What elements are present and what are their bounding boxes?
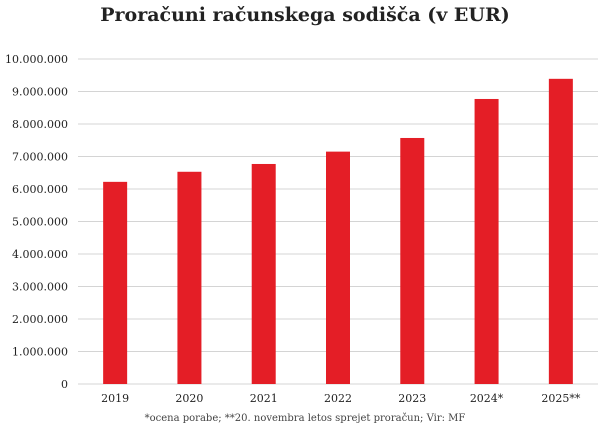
x-tick-label: 2022 <box>324 392 352 405</box>
bar-2025 <box>548 78 573 384</box>
bar-2023 <box>400 137 425 384</box>
chart-title: Proračuni računskega sodišča (v EUR) <box>100 4 510 26</box>
bar-2020 <box>177 171 202 384</box>
y-tick-label: 10.000.000 <box>5 53 68 66</box>
y-tick-label: 0 <box>61 378 68 391</box>
bar-2024 <box>474 98 499 384</box>
y-axis-tick-labels: 0 1.000.000 2.000.000 3.000.000 4.000.000 5.0… <box>5 53 68 391</box>
y-tick-label: 2.000.000 <box>12 313 68 326</box>
y-tick-label: 4.000.000 <box>12 248 68 261</box>
x-tick-label: 2019 <box>101 392 129 405</box>
footnote: *ocena porabe; **20. novembra letos spre… <box>144 413 466 424</box>
x-axis-tick-labels: 2019 2020 2021 2022 2023 2024* 2025** <box>101 392 581 405</box>
y-tick-label: 9.000.000 <box>12 86 68 99</box>
x-tick-label: 2024* <box>470 392 504 405</box>
bar-2019 <box>103 181 128 384</box>
x-tick-label: 2025** <box>541 392 580 405</box>
y-tick-label: 8.000.000 <box>12 118 68 131</box>
bar-2021 <box>251 163 276 384</box>
y-tick-label: 5.000.000 <box>12 216 68 229</box>
y-tick-label: 3.000.000 <box>12 281 68 294</box>
y-tick-label: 7.000.000 <box>12 151 68 164</box>
x-tick-label: 2023 <box>398 392 426 405</box>
y-tick-label: 1.000.000 <box>12 346 68 359</box>
x-tick-label: 2021 <box>250 392 278 405</box>
x-tick-label: 2020 <box>175 392 203 405</box>
y-tick-label: 6.000.000 <box>12 183 68 196</box>
bars <box>103 78 573 384</box>
bar-2022 <box>326 151 350 384</box>
